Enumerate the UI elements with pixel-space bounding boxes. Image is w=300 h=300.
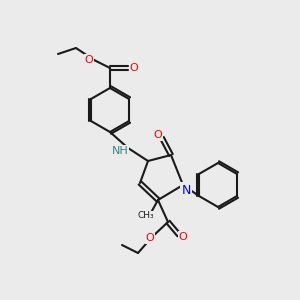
Text: O: O: [85, 55, 93, 65]
Text: N: N: [181, 184, 191, 196]
Text: NH: NH: [112, 146, 128, 156]
Text: O: O: [130, 63, 138, 73]
Text: O: O: [178, 232, 188, 242]
Text: O: O: [154, 130, 162, 140]
Text: O: O: [146, 233, 154, 243]
Text: CH₃: CH₃: [138, 211, 154, 220]
